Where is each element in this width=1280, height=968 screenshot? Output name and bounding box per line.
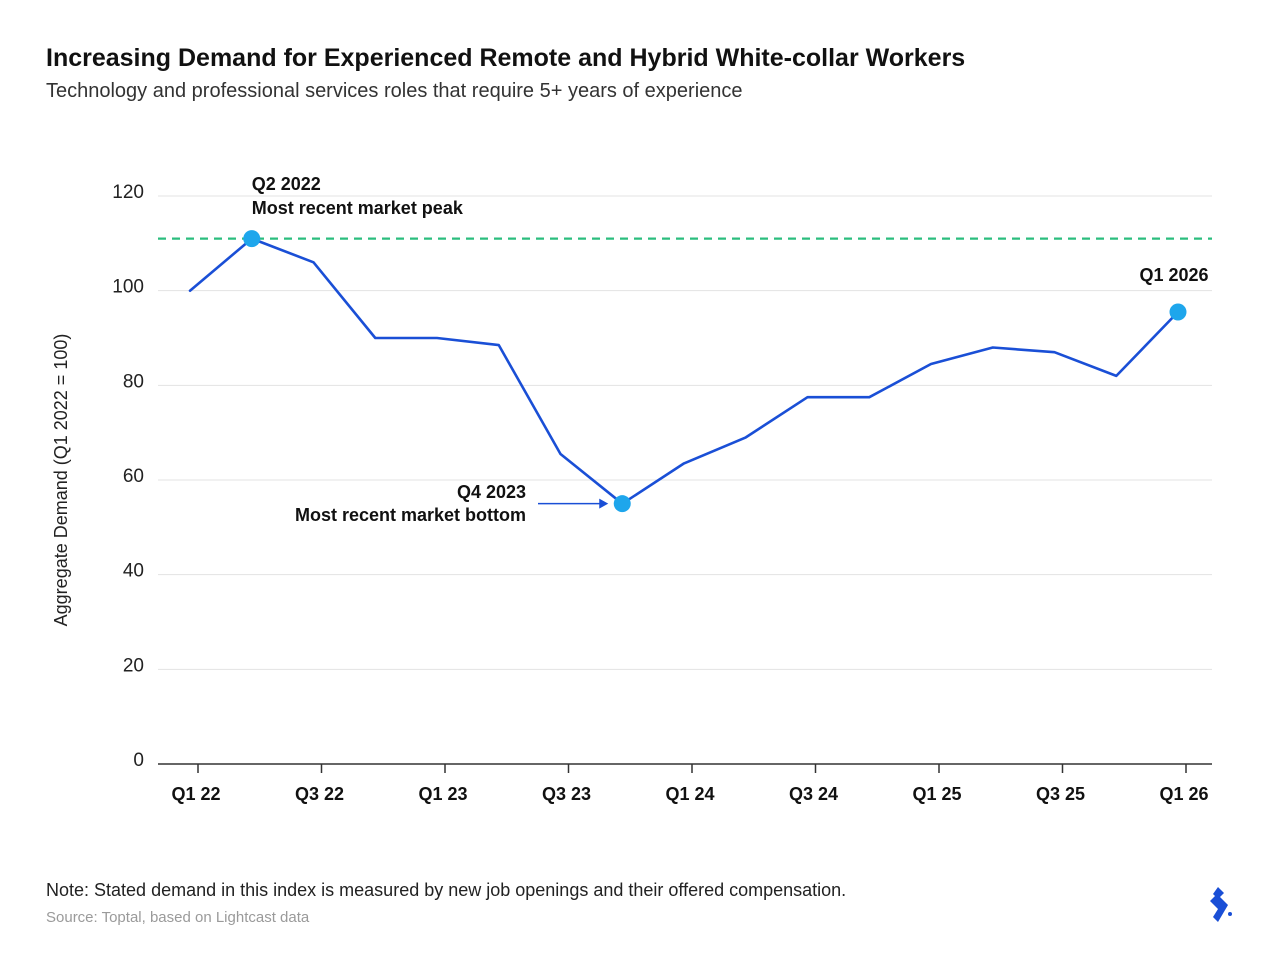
x-tick-label: Q3 24: [789, 784, 838, 804]
grid-lines: [158, 195, 1212, 670]
x-tick-label: Q3 23: [542, 784, 591, 804]
x-tick-label: Q1 22: [171, 784, 220, 804]
y-tick-label-0: 0: [133, 750, 144, 771]
chart-title: Increasing Demand for Experienced Remote…: [46, 44, 966, 72]
annotations: Q2 2022 Most recent market peak Q4 2023 Mos…: [252, 174, 1209, 525]
peak-annotation-date: Q2 2022: [252, 174, 321, 194]
x-tick-label: Q1 24: [665, 784, 714, 804]
latest-annotation-date: Q1 2026: [1139, 265, 1208, 285]
bottom-annotation-arrow-head: [599, 498, 609, 509]
y-tick-label-80: 80: [123, 371, 144, 392]
footnote: Note: Stated demand in this index is mea…: [46, 880, 847, 900]
y-tick-labels: 0 20 40 60 80 100 120: [112, 182, 144, 771]
highlight-marker-2: [1169, 303, 1187, 321]
y-axis-label: Aggregate Demand (Q1 2022 = 100): [51, 334, 71, 627]
y-tick-label-60: 60: [123, 466, 144, 487]
y-tick-label-120: 120: [112, 182, 144, 203]
source-note: Source: Toptal, based on Lightcast data: [46, 909, 310, 926]
y-tick-label-20: 20: [123, 655, 144, 676]
peak-annotation-label: Most recent market peak: [252, 198, 464, 218]
highlight-markers: [243, 230, 1187, 513]
series-line-0: [188, 237, 1180, 506]
series-layer: [188, 237, 1180, 506]
y-tick-label-40: 40: [123, 561, 144, 582]
x-tick-label: Q3 22: [295, 784, 344, 804]
highlight-marker-0: [243, 230, 261, 248]
x-tick-label: Q1 23: [418, 784, 467, 804]
toptal-logo-icon: [1210, 887, 1232, 922]
bottom-annotation-date: Q4 2023: [457, 482, 526, 502]
x-tick-label: Q1 25: [912, 784, 961, 804]
x-tick-label: Q1 26: [1159, 784, 1208, 804]
bottom-annotation-label: Most recent market bottom: [295, 505, 526, 525]
x-axis: Q1 22 Q3 22 Q1 23 Q3 23 Q1 24 Q3 24 Q1 25 Q3 25…: [158, 763, 1212, 804]
highlight-marker-1: [613, 495, 631, 513]
x-tick-label: Q3 25: [1036, 784, 1085, 804]
chart-subtitle: Technology and professional services rol…: [46, 80, 743, 102]
y-tick-label-100: 100: [112, 277, 144, 298]
